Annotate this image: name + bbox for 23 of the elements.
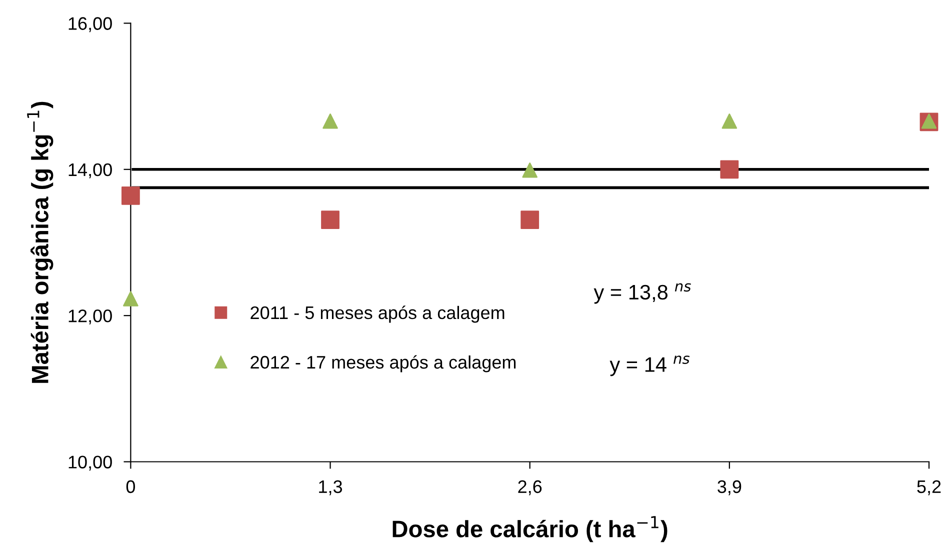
y-tick-label: 12,00 [68,310,112,324]
point [520,210,540,230]
y-tick-label: 14,00 [68,163,112,178]
point [322,114,338,129]
y-tick-label: 10,00 [68,456,112,471]
x-tick-label: 0 [126,480,135,494]
point [720,160,739,179]
annotation: y = 14 $^{ns}$ [610,356,690,376]
x-axis-title: Dose de calcário (t ha$^{−1}$) [392,516,668,542]
x-tick-label: 5,2 [917,480,941,496]
point [722,114,738,129]
y-axis-title: Matéria orgânica (g kg$^{−1}$) [27,102,54,383]
x-tick-label: 1,3 [319,480,342,496]
legend-label: 2012 - 17 meses após a calagem [250,355,516,372]
point [321,210,340,230]
point [522,162,538,178]
point [121,186,140,205]
x-tick-label: 2,6 [518,480,542,496]
legend-label: 2011 - 5 meses após a calagem [250,306,504,323]
annotation: y = 13,8 $^{ns}$ [594,283,691,304]
point [123,291,138,306]
x-tick-label: 3,9 [718,480,742,496]
y-tick-label: 16,00 [68,17,112,32]
